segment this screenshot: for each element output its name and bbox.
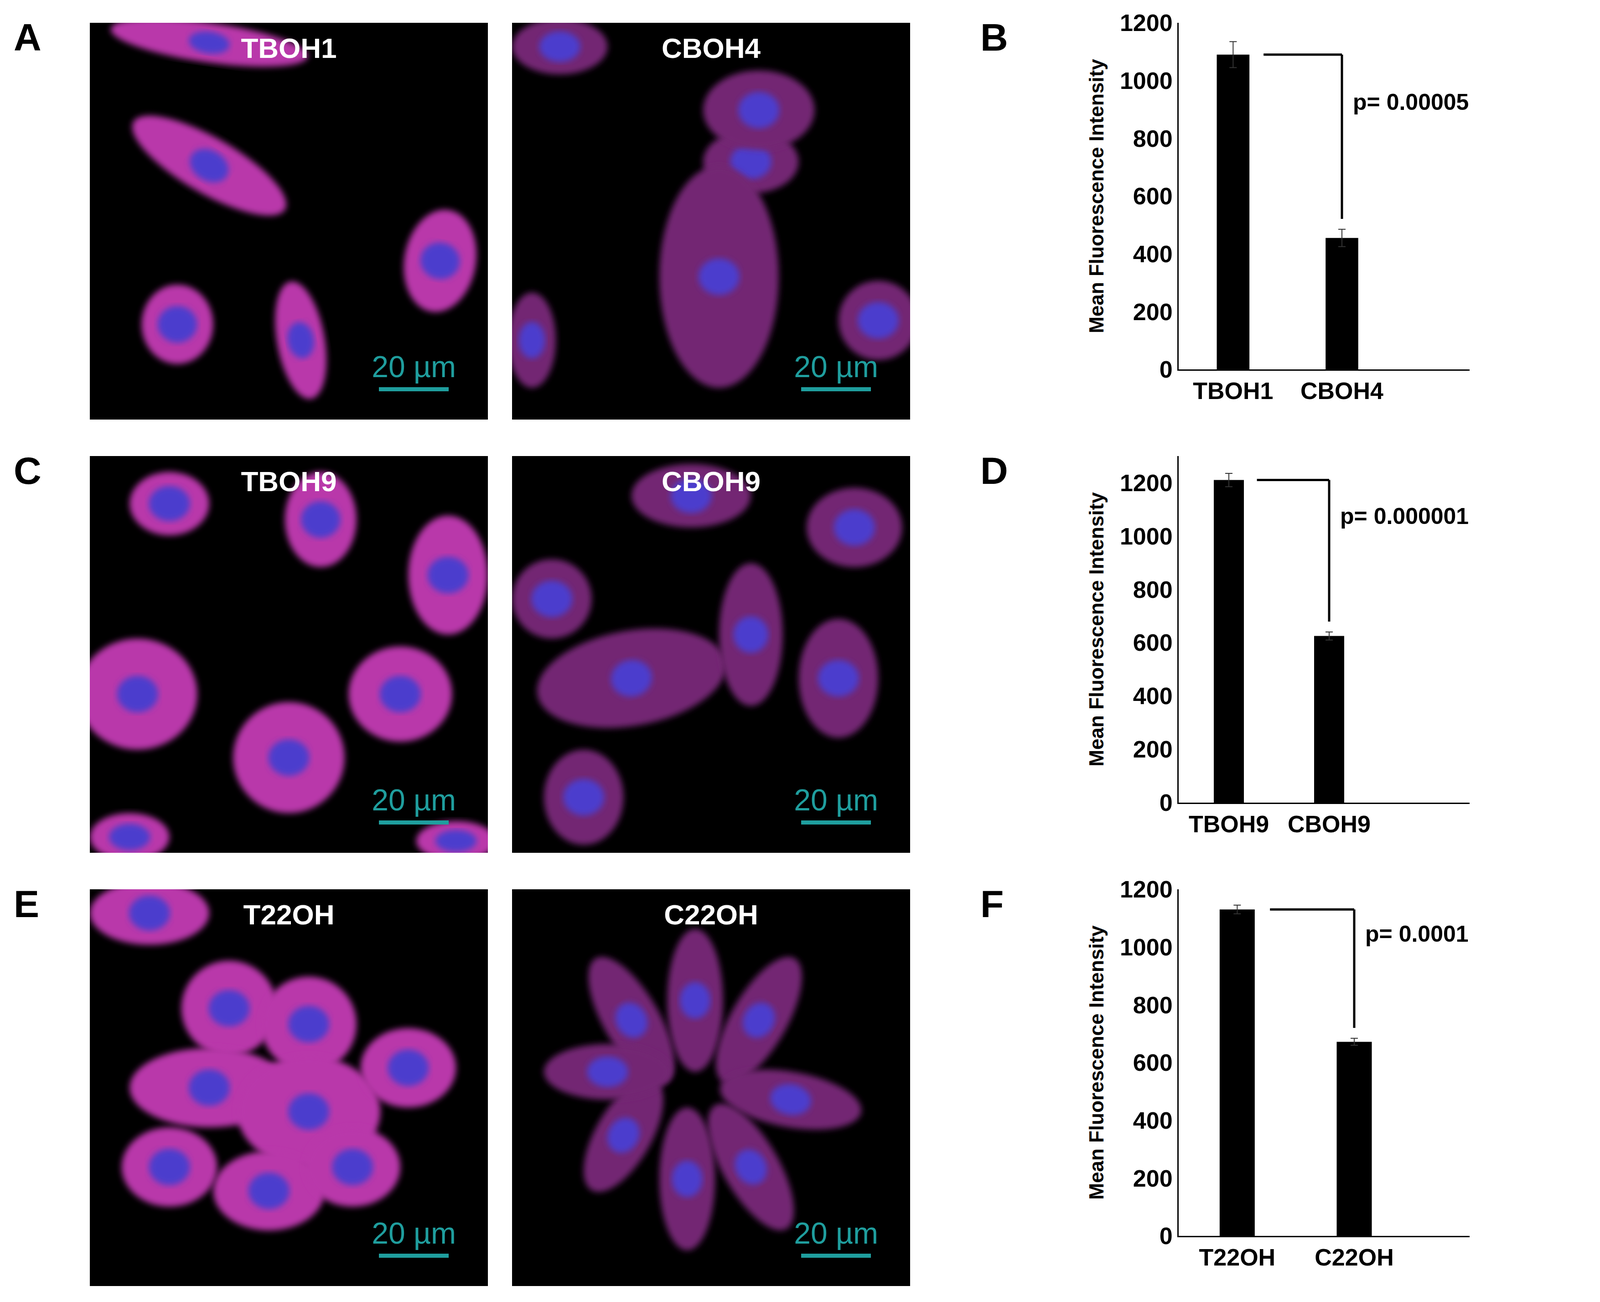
svg-text:600: 600	[1133, 182, 1173, 210]
svg-text:800: 800	[1133, 576, 1173, 603]
svg-text:800: 800	[1133, 125, 1173, 152]
svg-text:800: 800	[1133, 991, 1173, 1019]
html-text:A: A	[13, 15, 42, 59]
svg-text:0: 0	[1159, 356, 1173, 383]
svg-text:200: 200	[1133, 735, 1173, 763]
svg-text:1000: 1000	[1119, 522, 1173, 550]
svg-text:1200: 1200	[1119, 9, 1173, 37]
html-text:E: E	[13, 882, 40, 926]
html-text:CBOH4: CBOH4	[661, 32, 761, 64]
svg-text:600: 600	[1133, 1049, 1173, 1076]
svg-text:600: 600	[1133, 629, 1173, 656]
svg-text:200: 200	[1133, 298, 1173, 326]
svg-text:p= 0.0001: p= 0.0001	[1365, 921, 1469, 947]
svg-text:1200: 1200	[1119, 469, 1173, 497]
svg-text:p= 0.00005: p= 0.00005	[1352, 89, 1469, 115]
html-text:TBOH1: TBOH1	[240, 32, 337, 64]
svg-text:400: 400	[1133, 1107, 1173, 1134]
svg-text:CBOH9: CBOH9	[1287, 810, 1371, 838]
svg-text:Mean Fluorescence Intensity: Mean Fluorescence Intensity	[1085, 925, 1108, 1200]
html-text:20 µm: 20 µm	[793, 349, 879, 384]
html-text:C22OH: C22OH	[663, 898, 759, 931]
svg-text:CBOH4: CBOH4	[1300, 377, 1384, 404]
svg-text:0: 0	[1159, 1222, 1173, 1249]
html-text:20 µm: 20 µm	[793, 783, 879, 817]
svg-text:400: 400	[1133, 682, 1173, 710]
html-text:20 µm: 20 µm	[793, 1216, 879, 1250]
svg-text:T22OH: T22OH	[1199, 1243, 1276, 1271]
svg-text:Mean Fluorescence Intensity: Mean Fluorescence Intensity	[1085, 58, 1108, 334]
html-text:D: D	[980, 449, 1009, 492]
html-text:TBOH9: TBOH9	[240, 465, 337, 498]
svg-text:C22OH: C22OH	[1314, 1243, 1394, 1271]
svg-text:1000: 1000	[1119, 933, 1173, 961]
svg-text:0: 0	[1159, 789, 1173, 816]
svg-text:400: 400	[1133, 240, 1173, 268]
html-text:20 µm: 20 µm	[371, 349, 456, 384]
svg-text:TBOH1: TBOH1	[1192, 377, 1274, 404]
svg-text:200: 200	[1133, 1165, 1173, 1192]
html-text:CBOH9: CBOH9	[661, 465, 761, 498]
html-text:T22OH: T22OH	[243, 898, 335, 931]
html-text:B: B	[980, 15, 1009, 59]
svg-text:TBOH9: TBOH9	[1188, 810, 1269, 838]
svg-text:Mean Fluorescence Intensity: Mean Fluorescence Intensity	[1085, 491, 1108, 767]
html-text:20 µm: 20 µm	[371, 1216, 456, 1250]
html-text:F: F	[980, 882, 1004, 926]
svg-text:1200: 1200	[1119, 875, 1173, 903]
svg-text:p= 0.000001: p= 0.000001	[1340, 503, 1469, 529]
svg-text:1000: 1000	[1119, 67, 1173, 94]
html-text:C: C	[13, 449, 42, 492]
html-text:20 µm: 20 µm	[371, 783, 456, 817]
